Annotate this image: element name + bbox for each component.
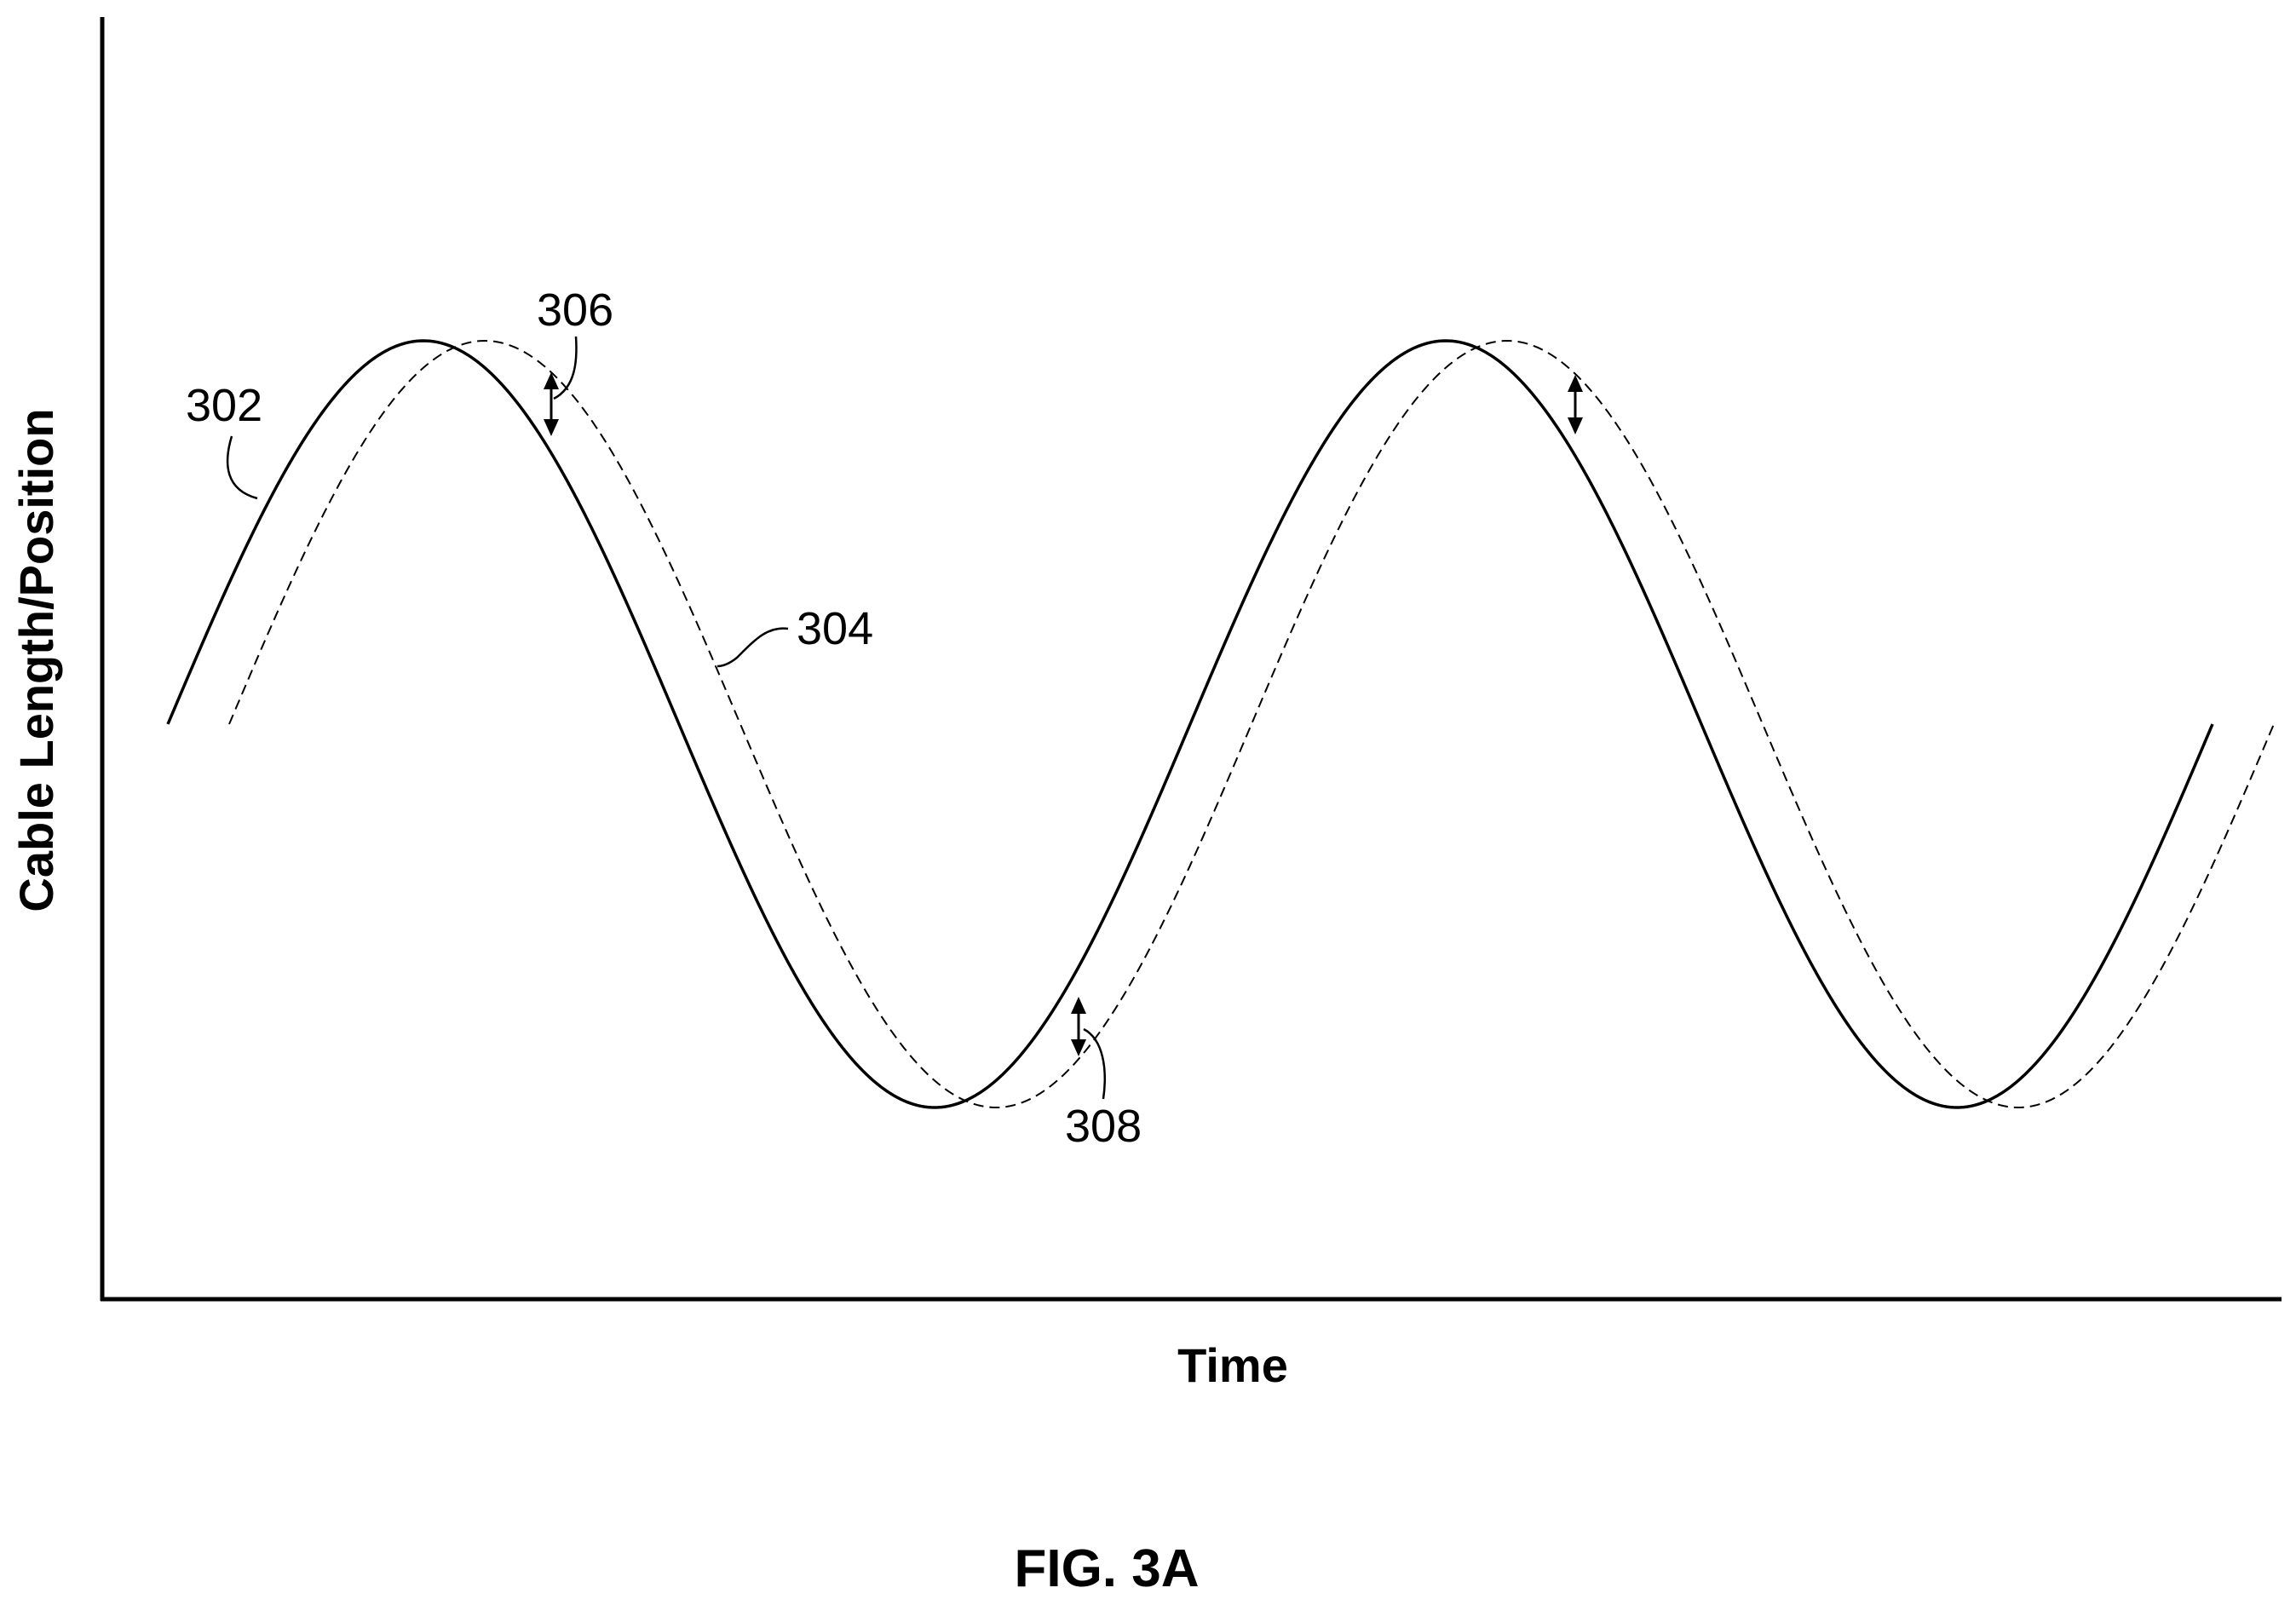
series-302-solid-curve [166, 339, 2214, 1109]
x-axis-title: Time [1177, 1338, 1288, 1392]
series-304-dashed-curve [228, 339, 2275, 1109]
leader-lines [226, 336, 1106, 1100]
leader-304 [716, 627, 789, 668]
y-axis-title: Cable Length/Position [9, 408, 63, 912]
gap-arrow-306 [544, 372, 559, 436]
plot-area [166, 339, 2275, 1109]
gap-arrow-308-head-down [1071, 1039, 1086, 1056]
gap-arrow-308-head-up [1071, 997, 1086, 1014]
gap-arrow-306-head-up [544, 372, 559, 389]
gap-arrow-306-head-down [544, 419, 559, 436]
leader-302 [226, 435, 258, 500]
gap-arrow-308 [1071, 997, 1086, 1056]
figure-caption: FIG. 3A [1014, 1539, 1199, 1598]
gap-arrow-306-second-head-up [1568, 375, 1583, 392]
ref-label-308: 308 [1065, 1101, 1142, 1152]
ref-label-304: 304 [797, 603, 873, 654]
gap-arrow-306-second [1568, 375, 1583, 434]
gap-arrows [544, 372, 1583, 1056]
leader-308 [1083, 1027, 1106, 1100]
ref-label-306: 306 [537, 285, 613, 336]
leader-306 [553, 336, 578, 400]
gap-arrow-306-second-head-down [1568, 417, 1583, 434]
ref-label-302: 302 [186, 380, 262, 431]
